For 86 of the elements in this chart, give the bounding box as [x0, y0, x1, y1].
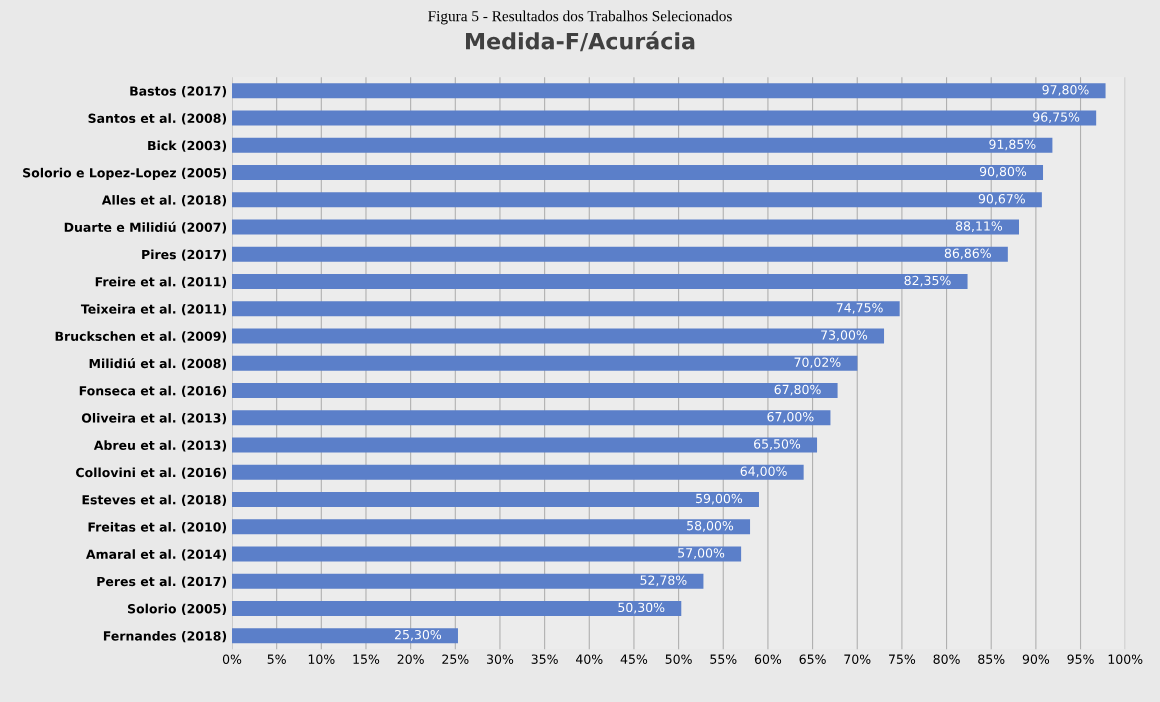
x-tick-label: 45%	[620, 654, 648, 664]
data-label: 97,80%	[1042, 85, 1089, 96]
x-tick-label: 90%	[1022, 654, 1050, 664]
x-tick-label: 65%	[799, 654, 826, 664]
bar	[232, 165, 1044, 181]
y-tick-label: Abreu et al. (2013)	[93, 440, 227, 452]
y-tick-label: Esteves et al. (2018)	[82, 494, 227, 506]
x-tick-label: 30%	[487, 654, 514, 664]
y-tick-label: Pires (2017)	[142, 249, 227, 261]
x-tick-label: 60%	[754, 654, 782, 664]
bar	[232, 546, 742, 562]
y-tick-label: Milidiú et al. (2008)	[89, 358, 227, 370]
x-tick-label: 75%	[889, 654, 916, 664]
x-tick-label: 80%	[933, 654, 960, 664]
data-label: 25,30%	[395, 629, 442, 641]
data-label: 90,67%	[978, 193, 1025, 205]
bar	[232, 464, 804, 480]
data-label: 88,11%	[955, 221, 1003, 232]
x-tick-label: 95%	[1067, 654, 1094, 664]
x-tick-label: 50%	[665, 654, 692, 664]
bar	[232, 383, 838, 399]
x-tick-label: 100%	[1108, 654, 1143, 664]
data-label: 82,35%	[904, 275, 951, 287]
data-label: 86,86%	[944, 248, 991, 260]
y-tick-label: Collovini et al. (2016)	[76, 467, 227, 479]
y-tick-label: Amaral et al. (2014)	[85, 549, 227, 561]
x-tick-label: 5%	[267, 654, 286, 664]
y-tick-label: Freire et al. (2011)	[95, 276, 227, 288]
bar	[232, 519, 751, 535]
data-label: 64,00%	[740, 466, 787, 478]
chart-title: Medida-F/Acurácia	[466, 31, 695, 52]
bar	[232, 137, 1053, 153]
text: Figura 5 - Resultados dos Trabalhos Selecionados	[428, 10, 732, 25]
x-tick-label: 85%	[978, 654, 1005, 664]
data-label: 67,00%	[767, 411, 814, 423]
data-label: 67,80%	[774, 384, 821, 396]
data-label: 59,00%	[696, 493, 743, 505]
bar	[232, 192, 1042, 208]
bar	[232, 573, 704, 589]
y-tick-label: Peres et al. (2017)	[97, 576, 227, 588]
data-label: 57,00%	[678, 548, 725, 559]
data-label: 70,02%	[794, 357, 841, 369]
y-tick-label: Solorio (2005)	[127, 603, 227, 615]
bar	[232, 600, 682, 616]
data-label: 50,30%	[618, 602, 665, 614]
x-tick-label: 10%	[308, 654, 335, 664]
bar	[232, 628, 458, 644]
bar	[232, 301, 900, 317]
y-tick-label: Bastos (2017)	[130, 86, 227, 98]
y-tick-label: Fernandes (2018)	[103, 630, 227, 643]
bar	[232, 492, 759, 507]
data-label: 52,78%	[640, 575, 687, 587]
x-tick-label: 55%	[710, 654, 737, 664]
data-label: 73,00%	[821, 330, 868, 341]
data-label: 90,80%	[979, 166, 1027, 178]
y-tick-label: Teixeira et al. (2011)	[80, 304, 227, 316]
data-label: 74,75%	[836, 302, 883, 314]
y-tick-label: Bruckschen et al. (2009)	[55, 331, 227, 343]
bar	[232, 328, 885, 344]
bar	[232, 246, 1008, 262]
bar	[232, 274, 968, 290]
y-tick-label: Fonseca et al. (2016)	[79, 385, 227, 397]
x-tick-label: 25%	[442, 654, 469, 664]
y-tick-label: Solorio e Lopez-Lopez (2005)	[23, 167, 227, 180]
data-label: 96,75%	[1033, 112, 1080, 123]
y-tick-label: Alles et al. (2018)	[101, 195, 227, 207]
y-tick-label: Freitas et al. (2010)	[88, 522, 227, 534]
x-tick-label: 35%	[531, 654, 558, 664]
data-label: 58,00%	[687, 520, 734, 532]
y-tick-label: Oliveira et al. (2013)	[81, 413, 227, 425]
data-label: 91,85%	[989, 139, 1036, 151]
y-tick-label: Bick (2003)	[148, 140, 227, 152]
data-label: 65,50%	[754, 439, 801, 450]
x-tick-label: 70%	[844, 654, 871, 664]
x-tick-label: 0%	[222, 654, 242, 664]
y-tick-label: Santos et al. (2008)	[88, 113, 227, 125]
bar	[232, 83, 1106, 99]
bar	[232, 410, 831, 426]
bar	[232, 437, 818, 453]
bar	[232, 110, 1097, 126]
x-tick-label: 40%	[576, 654, 603, 664]
bar	[232, 219, 1019, 235]
bar	[232, 355, 858, 371]
y-tick-label: Duarte e Milidiú (2007)	[64, 221, 227, 234]
x-tick-label: 20%	[397, 654, 424, 664]
x-tick-label: 15%	[353, 654, 380, 664]
